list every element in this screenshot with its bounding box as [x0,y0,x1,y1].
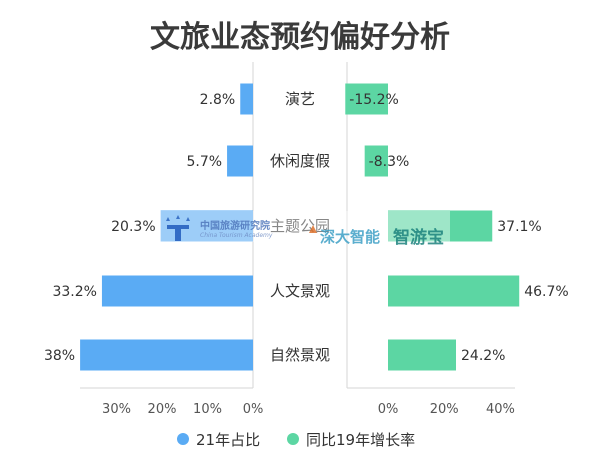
left-bar-label: 33.2% [52,284,96,300]
institute-logo-icon [167,225,189,241]
right-bar-label: 24.2% [461,348,505,364]
watermark-institute-en: China Tourism Academy [200,232,273,239]
left-panel: 2.8% 5.7% 20.3% 33.2% 38% [44,62,254,389]
category-label: 演艺 [285,90,315,108]
right-tick-label: 40% [486,402,515,417]
right-bar [388,339,457,371]
star-icon [166,217,170,221]
right-bar [345,83,388,115]
right-axis-ticks: 0% 20% 40% [378,402,515,417]
chart-title: 文旅业态预约偏好分析 [150,20,450,55]
right-tick-label: 0% [378,402,399,417]
watermark-brand-2: 智游宝 [393,227,444,248]
category-label: 自然景观 [270,346,330,364]
legend-label: 同比19年增长率 [306,431,415,449]
left-bar [240,83,253,115]
star-icon [186,217,190,221]
left-tick-label: 0% [243,402,264,417]
right-bar [364,145,388,177]
right-bar-label: 46.7% [524,284,568,300]
left-tick-label: 20% [148,402,177,417]
left-bar [227,145,253,177]
right-bar-label: 37.1% [497,219,541,235]
left-bar [80,339,253,371]
right-panel: -15.2% -8.3% 37.1% 46.7% 24.2% [345,62,569,389]
category-label: 休闲度假 [270,152,330,170]
left-tick-label: 30% [102,402,131,417]
legend-marker [177,433,189,445]
left-tick-label: 10% [193,402,222,417]
right-bar [388,210,493,242]
left-axis-ticks: 30% 20% 10% 0% [102,402,263,417]
right-bar [388,275,520,307]
left-bar-label: 5.7% [186,154,222,170]
watermark-institute-cn: 中国旅游研究院 [200,219,270,232]
category-label: 人文景观 [270,282,330,300]
right-bar-label: -15.2% [349,92,399,108]
brand-logo-icon [309,225,317,233]
left-bar-label: 2.8% [200,92,236,108]
legend-marker [287,433,299,445]
legend-label: 21年占比 [196,431,260,449]
watermark-band [160,211,450,242]
left-bar-label: 20.3% [111,219,155,235]
left-bar [101,275,253,307]
left-bar-label: 38% [44,348,75,364]
watermark-brand-1: 深大智能 [320,228,380,246]
right-bar-label: -8.3% [369,154,410,170]
star-icon [176,215,180,219]
right-tick-label: 20% [430,402,459,417]
legend: 21年占比 同比19年增长率 [177,431,415,449]
